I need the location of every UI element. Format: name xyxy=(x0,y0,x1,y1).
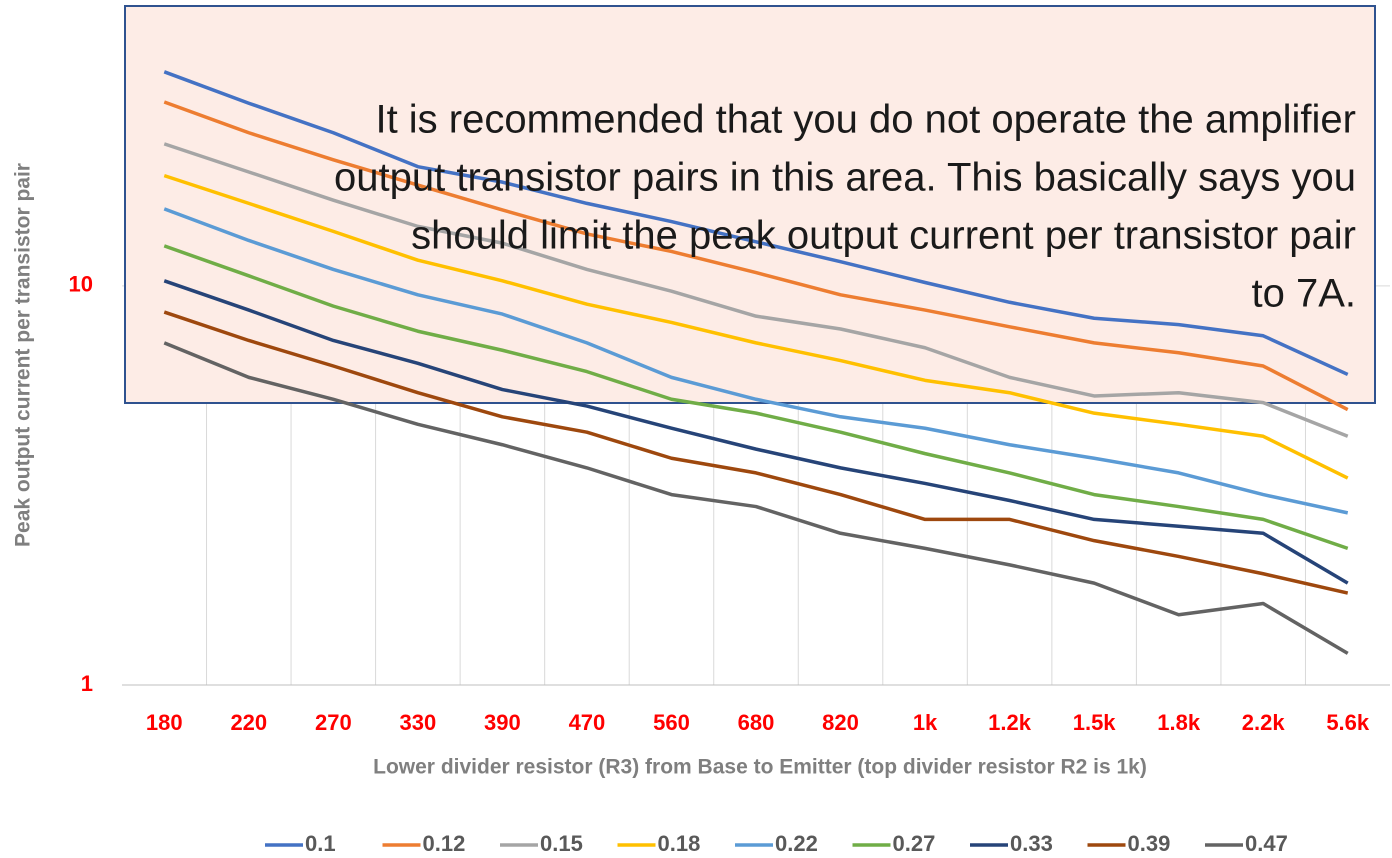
legend-label: 0.47 xyxy=(1245,831,1288,856)
annotation: It is recommended that you do not operat… xyxy=(334,98,1356,316)
y-axis-title: Peak output current per transistor pair xyxy=(12,163,35,547)
series-line xyxy=(163,100,1349,412)
legend-label: 0.33 xyxy=(1010,831,1053,856)
annotation-line: to 7A. xyxy=(1251,272,1356,316)
series-line xyxy=(163,70,1349,377)
x-tick-label: 220 xyxy=(230,710,267,735)
legend-label: 0.18 xyxy=(658,831,701,856)
x-axis-title: Lower divider resistor (R3) from Base to… xyxy=(373,756,1147,779)
series-line xyxy=(163,207,1349,515)
legend-label: 0.27 xyxy=(893,831,936,856)
annotation-line: It is recommended that you do not operat… xyxy=(375,98,1356,142)
series-line xyxy=(163,244,1349,551)
annotation-line: output transistor pairs in this area. Th… xyxy=(334,156,1356,200)
legend-label: 0.12 xyxy=(423,831,466,856)
legend-label: 0.1 xyxy=(305,831,336,856)
x-tick-label: 330 xyxy=(400,710,437,735)
x-tick-label: 390 xyxy=(484,710,521,735)
x-tick-label: 1.2k xyxy=(988,710,1032,735)
x-tick-label: 680 xyxy=(738,710,775,735)
x-tick-label: 5.6k xyxy=(1326,710,1370,735)
annotation-line: should limit the peak output current per… xyxy=(411,214,1356,258)
lines xyxy=(163,70,1349,655)
x-tick-label: 560 xyxy=(653,710,690,735)
legend-label: 0.39 xyxy=(1128,831,1171,856)
legend-label: 0.15 xyxy=(540,831,583,856)
legend-label: 0.22 xyxy=(775,831,818,856)
x-tick-label: 1k xyxy=(913,710,938,735)
y-tick-label: 10 xyxy=(69,272,93,297)
y-tick-label: 1 xyxy=(81,671,93,696)
series-line xyxy=(163,310,1349,595)
x-tick-label: 2.2k xyxy=(1242,710,1286,735)
series-line xyxy=(163,142,1349,438)
caution-area xyxy=(124,5,1376,404)
x-tick-label: 820 xyxy=(822,710,859,735)
legend: 0.1 0.12 0.15 0.18 0.22 0.27 0.33 0.39 0.47 xyxy=(265,831,1288,856)
x-tick-label: 270 xyxy=(315,710,352,735)
x-tick-label: 1.5k xyxy=(1073,710,1117,735)
x-tick-label: 180 xyxy=(146,710,183,735)
x-tick-label: 1.8k xyxy=(1157,710,1201,735)
series-line xyxy=(163,279,1349,585)
x-tick-label: 470 xyxy=(569,710,606,735)
series-line xyxy=(163,173,1349,480)
series-line xyxy=(163,341,1349,655)
